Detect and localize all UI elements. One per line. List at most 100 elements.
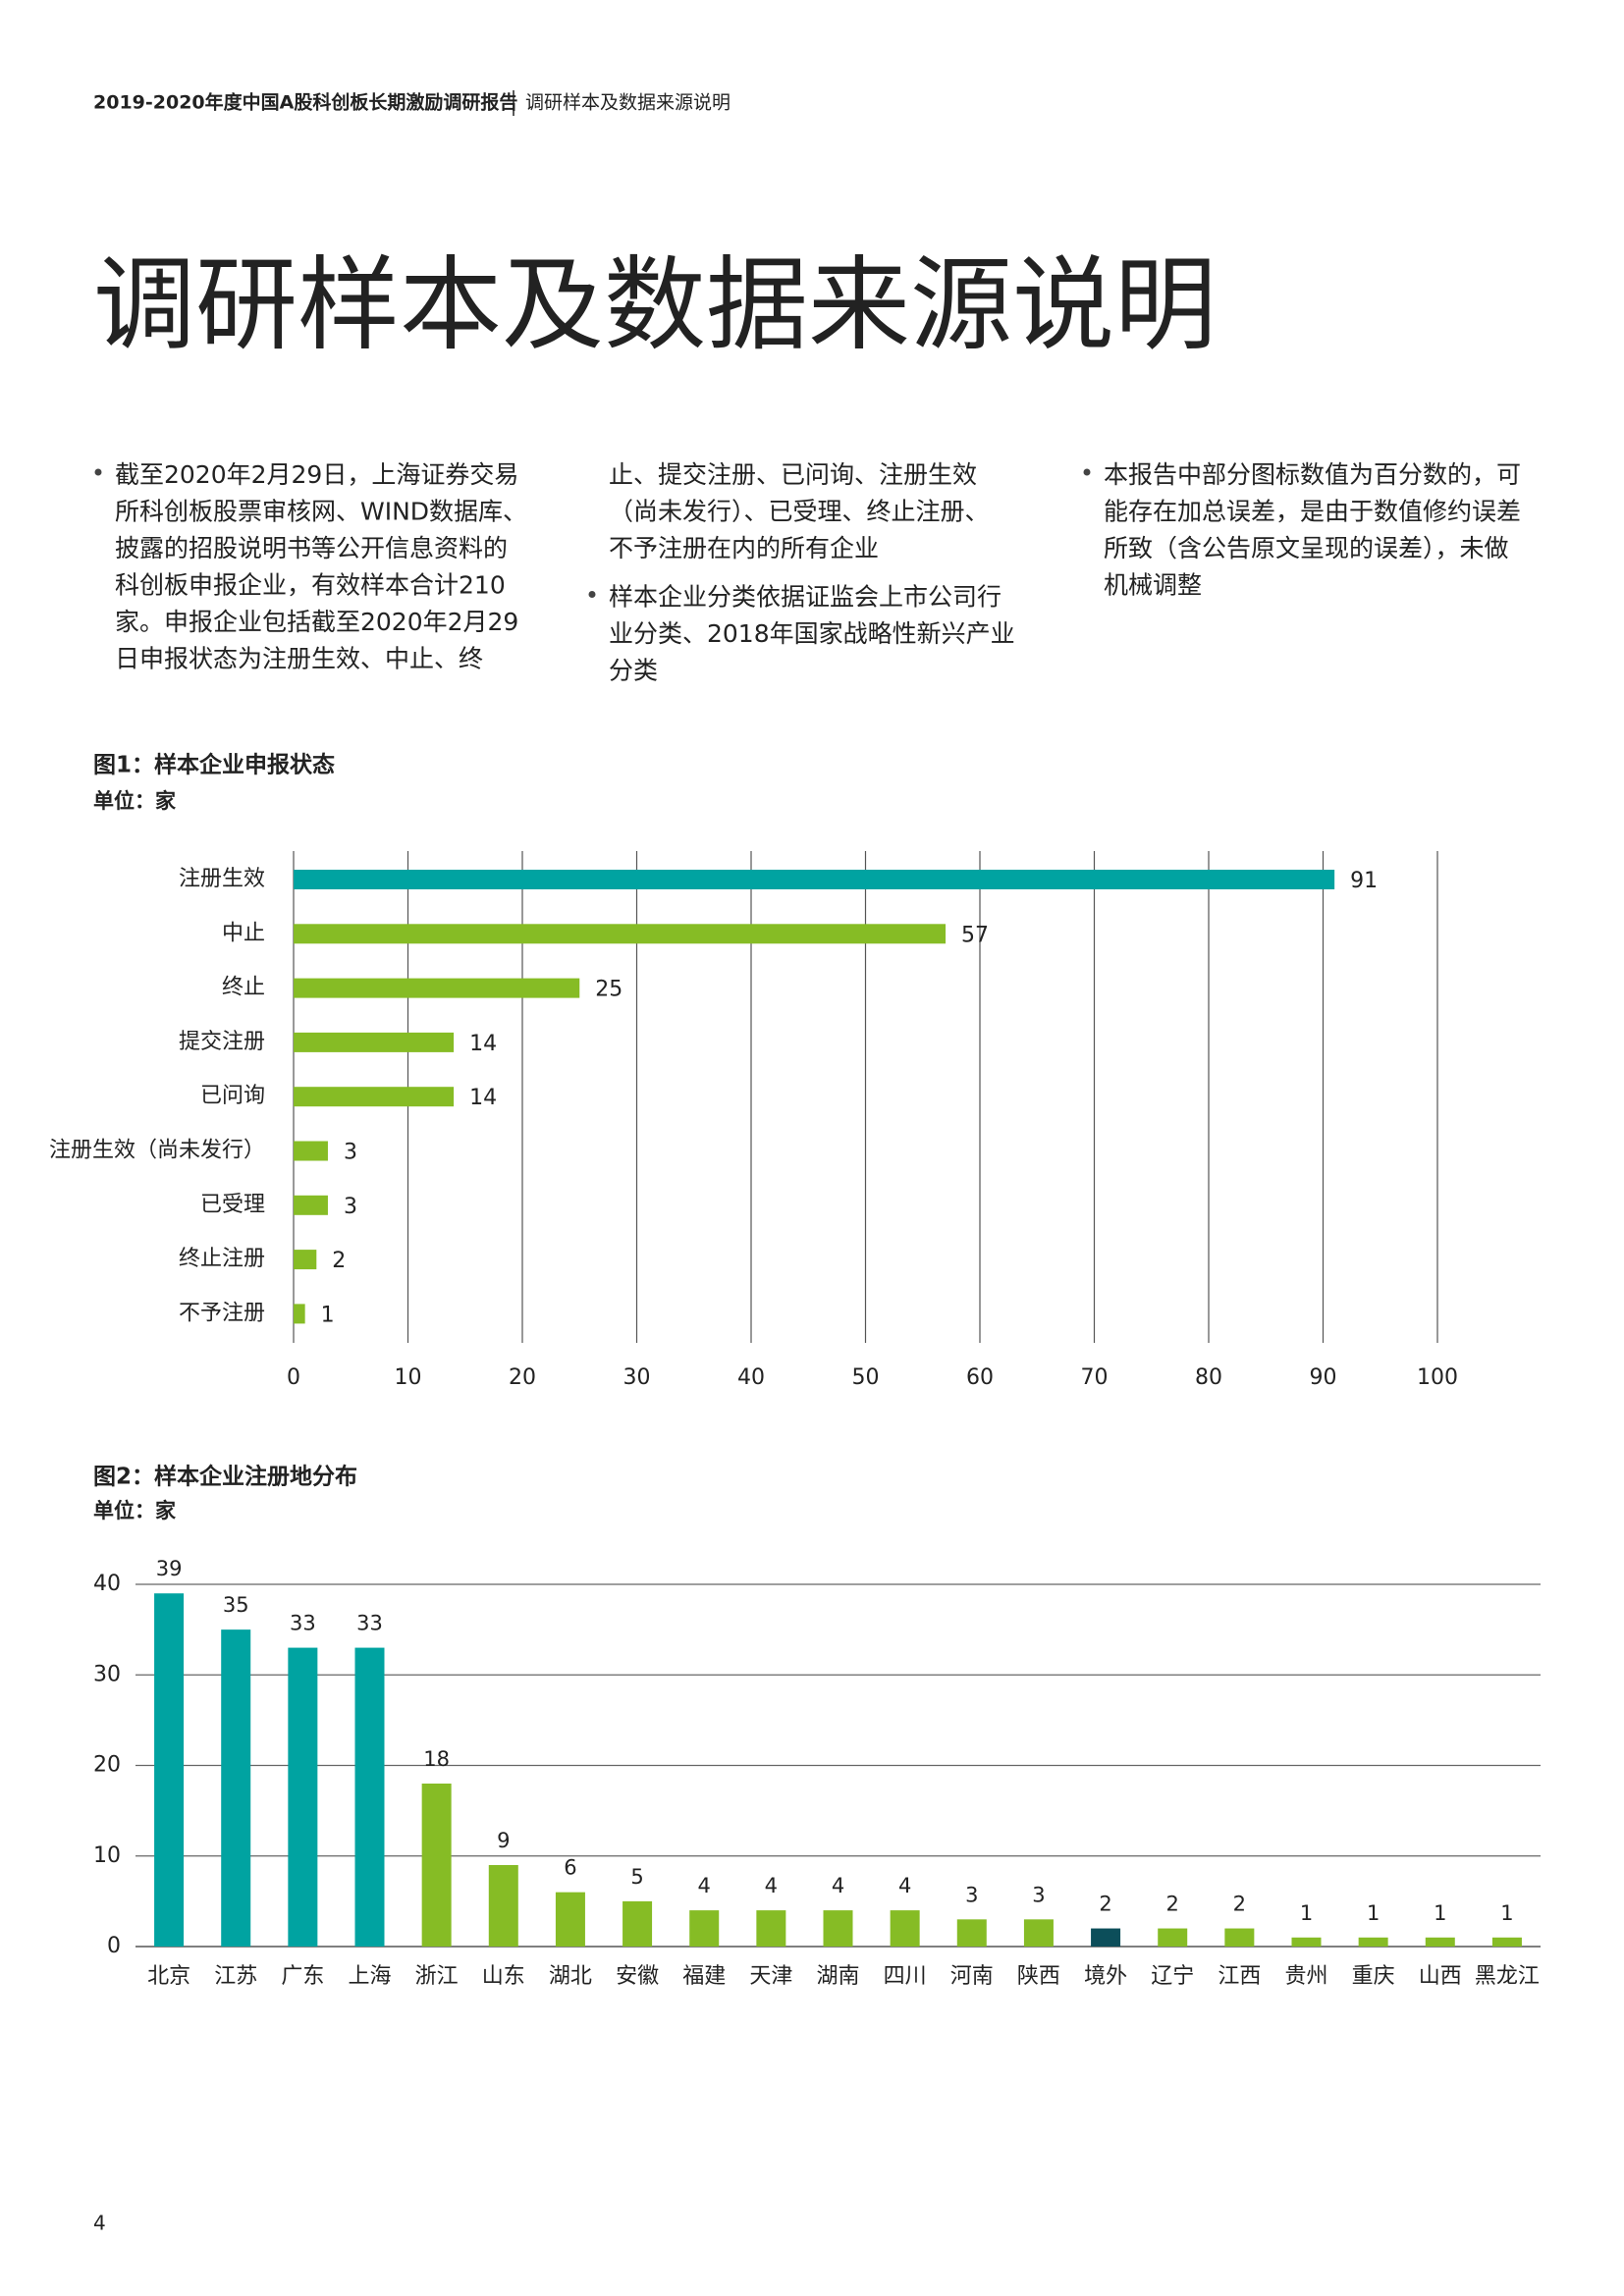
x-tick-label: 北京 [147, 1964, 190, 1989]
x-tick-label: 山东 [482, 1964, 525, 1989]
data-label: 35 [223, 1593, 249, 1617]
bar [1023, 1919, 1054, 1947]
x-tick-label: 100 [1417, 1365, 1458, 1390]
data-label: 57 [961, 923, 989, 947]
bar [294, 1250, 317, 1270]
data-label: 9 [497, 1829, 510, 1852]
x-tick-label: 江苏 [214, 1964, 257, 1989]
bar [1358, 1937, 1388, 1947]
data-label: 3 [344, 1141, 357, 1165]
x-tick-label: 30 [623, 1365, 651, 1390]
data-label: 5 [630, 1865, 643, 1889]
bullet [94, 468, 102, 476]
chart-subtitle: 单位：家 [93, 789, 177, 813]
bar [421, 1783, 452, 1947]
data-label: 25 [595, 978, 623, 1002]
x-tick-label: 浙江 [415, 1964, 459, 1989]
y-tick-label: 终止 [222, 976, 265, 1000]
page-number: 4 [93, 2212, 106, 2235]
bullet [1083, 468, 1091, 476]
paragraph-line: 业分类、2018年国家战略性新兴产业 [609, 619, 1015, 648]
x-tick-label: 辽宁 [1151, 1964, 1194, 1989]
x-tick-label: 安徽 [616, 1964, 659, 1989]
chart-title: 图2：样本企业注册地分布 [93, 1464, 357, 1490]
bar [294, 1087, 455, 1107]
data-label: 39 [156, 1557, 183, 1580]
y-tick-label: 注册生效（尚未发行） [49, 1139, 265, 1163]
paragraph-line: （尚未发行）、已受理、终止注册、 [609, 498, 990, 526]
paragraph-line: 所致（含公告原文呈现的误差），未做 [1104, 534, 1509, 562]
x-tick-label: 70 [1081, 1365, 1109, 1390]
x-tick-label: 0 [287, 1365, 300, 1390]
y-tick-label: 中止 [222, 921, 265, 945]
y-tick-label: 10 [93, 1843, 121, 1868]
data-label: 2 [332, 1249, 346, 1273]
y-tick-label: 已问询 [200, 1084, 265, 1108]
paragraph-line: 家。申报企业包括截至2020年2月29 [115, 608, 518, 636]
data-label: 14 [469, 1032, 497, 1056]
data-label: 1 [321, 1303, 335, 1327]
data-label: 4 [898, 1874, 911, 1897]
x-tick-label: 90 [1310, 1365, 1337, 1390]
bar [294, 870, 1335, 889]
data-label: 1 [1434, 1901, 1446, 1925]
bar [956, 1919, 987, 1947]
data-label: 2 [1233, 1893, 1246, 1916]
x-tick-label: 湖北 [549, 1964, 592, 1989]
bar [756, 1910, 786, 1947]
bar [288, 1647, 318, 1947]
bar [1491, 1937, 1522, 1947]
data-label: 3 [965, 1883, 978, 1906]
x-tick-label: 60 [966, 1365, 994, 1390]
x-tick-label: 福建 [682, 1964, 726, 1989]
paragraph-line: 科创板申报企业，有效样本合计210 [115, 571, 506, 600]
header-title: 2019-2020年度中国A股科创板长期激励调研报告 [93, 91, 517, 114]
paragraph-line: 截至2020年2月29日，上海证券交易 [115, 460, 518, 489]
data-label: 1 [1367, 1901, 1380, 1925]
data-label: 14 [469, 1086, 497, 1110]
y-tick-label: 注册生效 [179, 867, 265, 891]
bar [890, 1910, 920, 1947]
chart-subtitle: 单位：家 [93, 1499, 177, 1522]
x-tick-label: 天津 [749, 1964, 792, 1989]
data-label: 33 [290, 1612, 316, 1635]
y-tick-label: 提交注册 [179, 1030, 265, 1054]
bar [555, 1892, 585, 1947]
bar [488, 1864, 518, 1947]
x-tick-label: 上海 [348, 1964, 391, 1989]
x-tick-label: 80 [1195, 1365, 1222, 1390]
x-tick-label: 40 [737, 1365, 765, 1390]
y-tick-label: 已受理 [200, 1193, 265, 1217]
x-tick-label: 贵州 [1284, 1964, 1327, 1989]
bar [294, 924, 947, 944]
x-tick-label: 湖南 [816, 1964, 859, 1989]
bullet [588, 591, 596, 598]
paragraph-line: 样本企业分类依据证监会上市公司行 [609, 583, 1001, 612]
x-tick-label: 江西 [1218, 1964, 1261, 1989]
bar [294, 978, 580, 998]
data-label: 3 [1032, 1883, 1045, 1906]
data-label: 33 [356, 1612, 383, 1635]
data-label: 2 [1166, 1893, 1179, 1916]
paragraph-line: 日申报状态为注册生效、中止、终 [115, 645, 483, 673]
data-label: 4 [832, 1874, 844, 1897]
header-section: 调研样本及数据来源说明 [525, 92, 731, 114]
paragraph-line: 能存在加总误差，是由于数值修约误差 [1104, 498, 1521, 526]
bar [154, 1593, 185, 1947]
bar [623, 1900, 653, 1947]
data-label: 91 [1350, 869, 1378, 893]
data-label: 6 [564, 1856, 576, 1880]
paragraph-line: 所科创板股票审核网、WIND数据库、 [115, 498, 527, 526]
x-tick-label: 河南 [950, 1964, 994, 1989]
x-tick-label: 四川 [884, 1964, 927, 1989]
page-title: 调研样本及数据来源说明 [93, 244, 1217, 364]
data-label: 1 [1500, 1901, 1513, 1925]
bar [1224, 1928, 1255, 1947]
x-tick-label: 50 [852, 1365, 880, 1390]
y-tick-label: 0 [107, 1934, 121, 1958]
bar [1158, 1928, 1188, 1947]
paragraph-line: 止、提交注册、已问询、注册生效 [609, 460, 977, 489]
y-tick-label: 20 [93, 1753, 121, 1778]
